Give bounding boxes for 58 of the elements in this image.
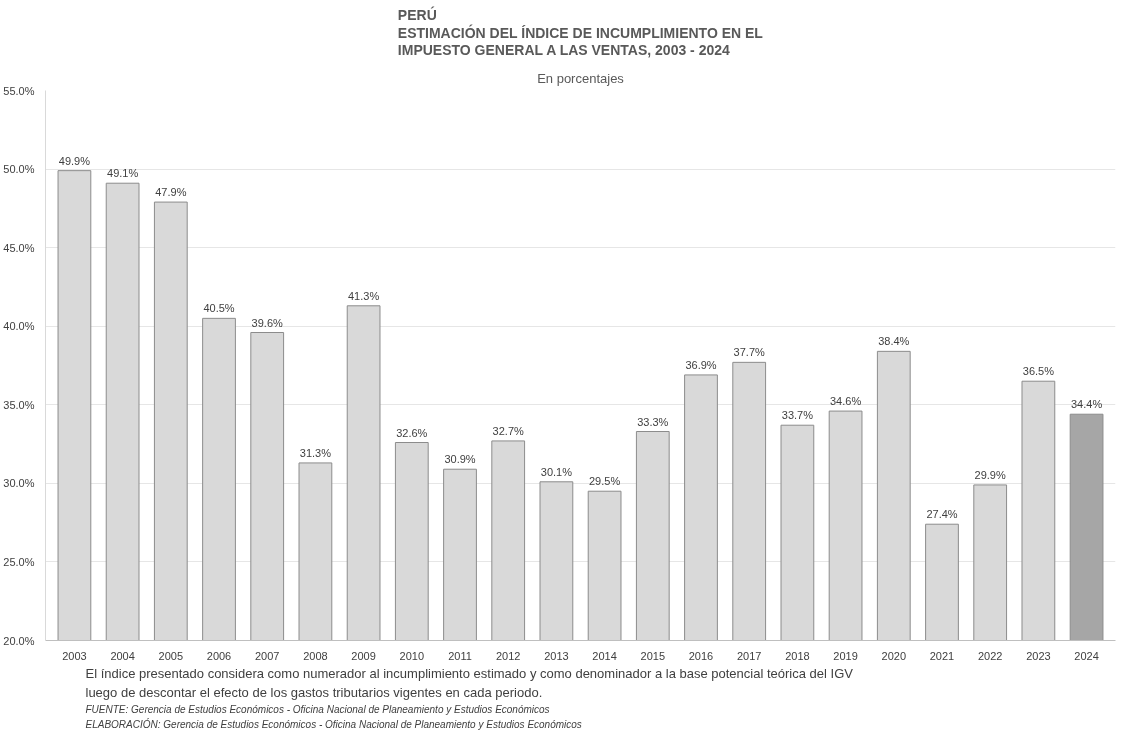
data-label: 40.5% xyxy=(203,302,235,315)
y-tick-label: 55.0% xyxy=(3,84,35,97)
data-label: 47.9% xyxy=(155,186,187,199)
data-label: 39.6% xyxy=(251,316,284,329)
x-tick-label: 2023 xyxy=(1026,649,1051,662)
x-tick-label: 2004 xyxy=(110,649,135,662)
x-tick-label: 2013 xyxy=(544,649,569,662)
x-tick-label: 2008 xyxy=(303,649,328,662)
y-tick-label: 25.0% xyxy=(3,555,35,568)
text: El índice presentado considera como numerador al incumplimiento estimado y como denominador a la base potencial teórica del IGV xyxy=(85,665,854,681)
data-label: 29.9% xyxy=(974,468,1006,481)
data-label: 32.7% xyxy=(492,424,525,437)
y-tick-label: 20.0% xyxy=(3,634,35,647)
x-tick-label: 2003 xyxy=(62,649,87,662)
x-tick-label: 2016 xyxy=(688,649,714,662)
x-tick-label: 2007 xyxy=(254,649,280,662)
data-label: 34.6% xyxy=(830,395,862,408)
text: ELABORACIÓN: Gerencia de Estudios Económicos - Oficina Nacional de Planeamiento y Estudios Económicos xyxy=(85,717,582,730)
x-tick-label: 2022 xyxy=(977,649,1003,662)
y-tick-label: 50.0% xyxy=(3,163,35,176)
data-label: 32.6% xyxy=(396,426,428,439)
x-tick-label: 2005 xyxy=(158,649,184,662)
data-label: 29.5% xyxy=(589,475,621,488)
data-label: 33.7% xyxy=(781,409,814,422)
x-tick-label: 2012 xyxy=(495,649,521,662)
y-tick-label: 45.0% xyxy=(3,241,35,254)
x-tick-label: 2019 xyxy=(833,649,858,662)
text: luego de descontar el efecto de los gastos tributarios vigentes en cada periodo. xyxy=(85,684,543,700)
chart-subtitle: En porcentajes xyxy=(537,70,625,86)
x-tick-label: 2014 xyxy=(592,649,617,662)
x-tick-label: 2015 xyxy=(640,649,666,662)
data-label: 34.4% xyxy=(1070,398,1103,411)
data-label: 31.3% xyxy=(299,446,332,459)
x-tick-label: 2024 xyxy=(1074,649,1099,662)
x-tick-label: 2020 xyxy=(881,649,907,662)
data-label: 30.9% xyxy=(444,453,476,466)
x-tick-label: 2010 xyxy=(399,649,425,662)
x-tick-label: 2017 xyxy=(736,649,762,662)
data-label: 30.1% xyxy=(540,465,573,478)
data-label: 33.3% xyxy=(637,415,669,428)
data-label: 36.5% xyxy=(1022,365,1055,378)
data-label: 38.4% xyxy=(878,335,910,348)
data-label: 36.9% xyxy=(685,358,717,371)
data-label: 37.7% xyxy=(733,346,766,359)
x-tick-label: 2018 xyxy=(785,649,810,662)
chart-title: PERÚ ESTIMACIÓN DEL ÍNDICE DE INCUMPLIMIENTO EN EL IMPUESTO GENERAL A LAS VENTAS, 2003 - 2024 xyxy=(397,6,764,59)
data-label: 49.9% xyxy=(58,154,91,167)
x-tick-label: 2021 xyxy=(929,649,955,662)
data-label: 27.4% xyxy=(926,508,958,521)
data-label: 41.3% xyxy=(348,289,380,302)
y-tick-label: 30.0% xyxy=(3,477,35,490)
x-tick-label: 2006 xyxy=(206,649,232,662)
source-note: FUENTE: Gerencia de Estudios Económicos - Oficina Nacional de Planeamiento y Estudios Económicos xyxy=(85,703,550,715)
data-label: 49.1% xyxy=(107,167,139,180)
y-tick-label: 40.0% xyxy=(3,320,35,333)
x-tick-label: 2011 xyxy=(448,649,472,662)
x-tick-label: 2009 xyxy=(351,649,376,662)
y-tick-label: 35.0% xyxy=(3,398,35,411)
